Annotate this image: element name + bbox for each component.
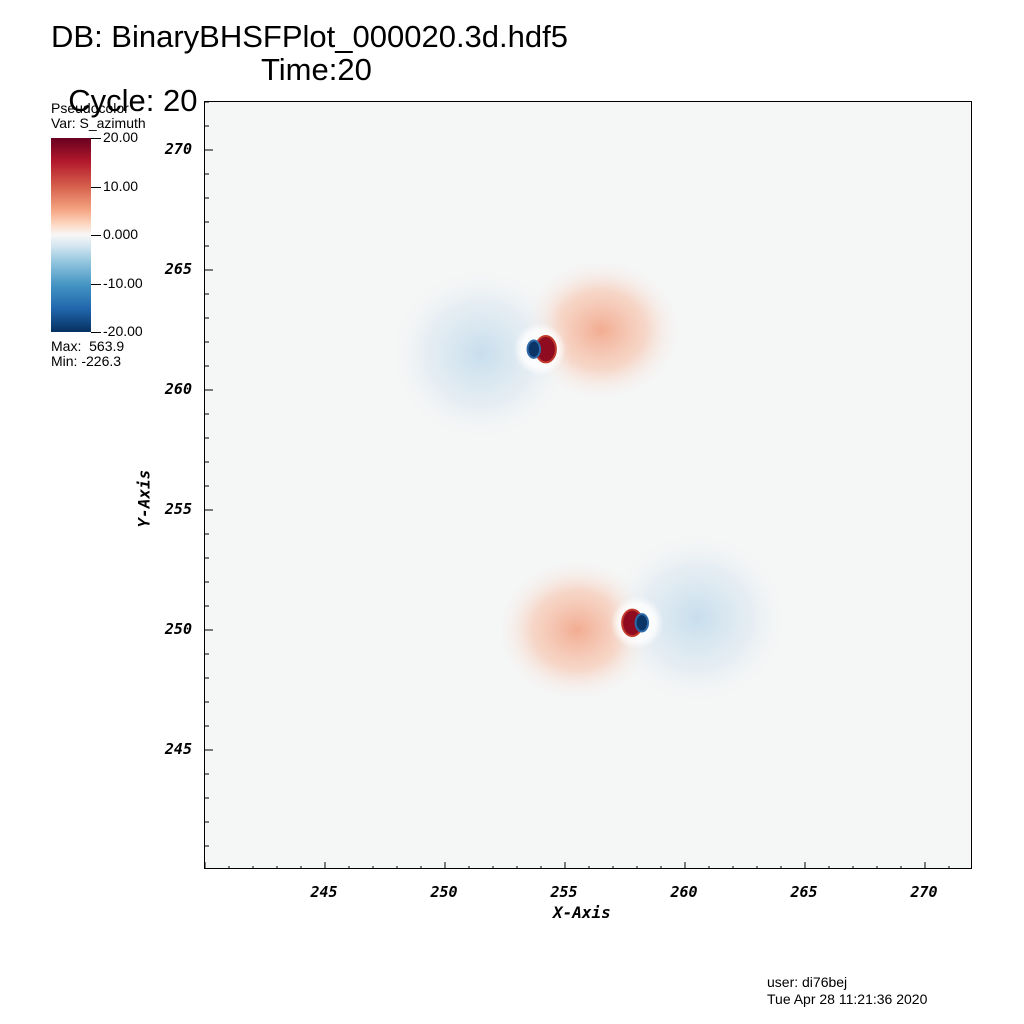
colorbar-tick	[91, 332, 101, 333]
colorbar-tick	[91, 284, 101, 285]
colorbar-tick	[91, 187, 101, 188]
footer-user: user: di76bej	[767, 974, 848, 990]
footer-date: Tue Apr 28 11:21:36 2020	[767, 991, 928, 1007]
x-tick-label: 260	[670, 883, 698, 901]
colorbar-tick	[91, 138, 101, 139]
colorbar-tick-label: 20.00	[103, 129, 139, 145]
heatmap-canvas	[205, 102, 950, 868]
x-tick-label: 250	[430, 883, 458, 901]
colorbar	[51, 138, 91, 332]
colorbar-tick-label: 0.000	[103, 226, 139, 242]
negative-lobe	[605, 531, 789, 705]
y-tick-label: 255	[164, 500, 192, 518]
negative-lobe	[389, 267, 573, 441]
database-title: DB: BinaryBHSFPlot_000020.3d.hdf5	[51, 19, 568, 54]
x-tick-label: 245	[310, 883, 338, 901]
y-tick-label: 245	[164, 740, 192, 758]
colorbar-tick	[91, 235, 101, 236]
legend-max: Max: 563.9	[51, 338, 125, 354]
legend-min: Min: -226.3	[51, 353, 122, 369]
y-tick-label: 260	[164, 380, 192, 398]
y-tick-label: 250	[164, 620, 192, 638]
time-label: Time:20	[261, 52, 372, 87]
colorbar-tick-label: -10.00	[103, 275, 143, 291]
colorbar-tick-label: -20.00	[103, 323, 143, 339]
legend-variable: Var: S_azimuth	[51, 115, 146, 131]
legend-plot-type: Pseudocolor	[51, 100, 129, 116]
x-axis-title: X-Axis	[553, 903, 611, 922]
negative-core	[526, 339, 542, 359]
x-tick-label: 255	[550, 883, 578, 901]
x-tick-label: 270	[910, 883, 938, 901]
y-tick-label: 270	[164, 140, 192, 158]
colorbar-tick-label: 10.00	[103, 178, 139, 194]
y-tick-label: 265	[164, 260, 192, 278]
cycle-time-line: Cycle: 20 Time:20	[51, 52, 471, 116]
x-tick-label: 265	[790, 883, 818, 901]
cycle-label: Cycle: 20	[68, 83, 198, 118]
negative-core	[634, 613, 650, 633]
plot-area	[204, 101, 972, 869]
y-axis-title: Y-Axis	[134, 469, 154, 528]
